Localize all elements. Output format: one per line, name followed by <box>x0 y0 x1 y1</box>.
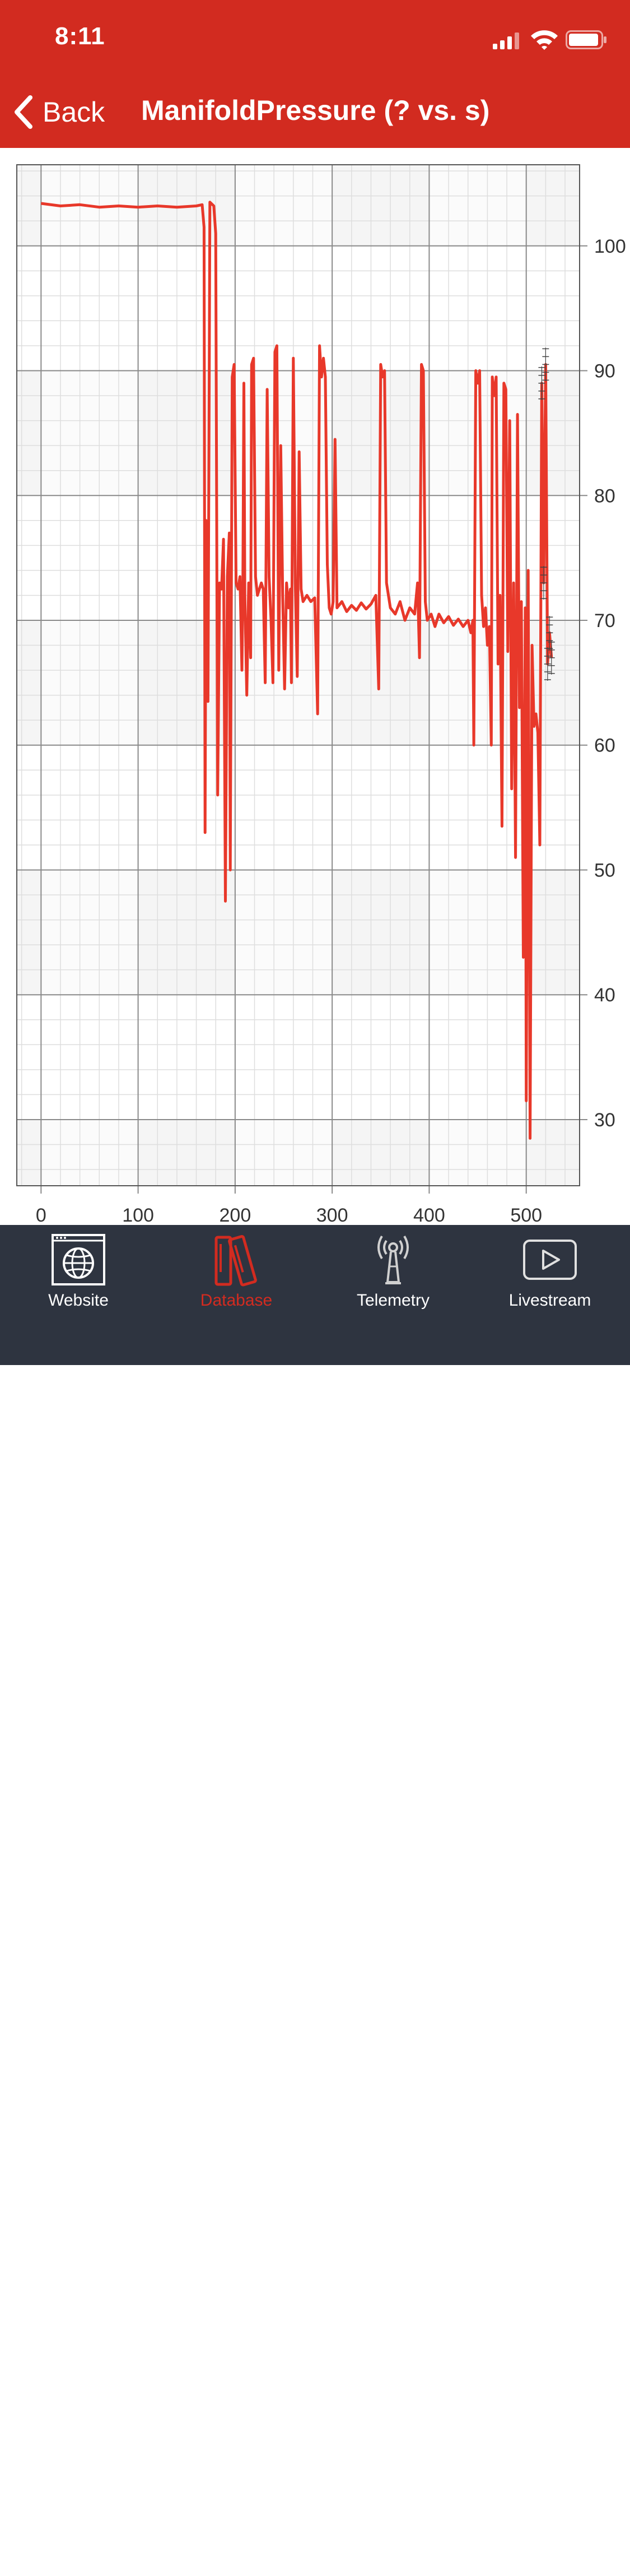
y-axis: 30 40 50 60 70 80 90 100 <box>594 236 626 1131</box>
app-header: 8:11 Back ManifoldPressure (? vs. s) <box>0 0 630 148</box>
chevron-left-icon <box>15 95 32 129</box>
database-icon <box>214 1234 257 1287</box>
play-icon <box>523 1240 577 1280</box>
live-data-markers <box>538 347 555 681</box>
tab-telemetry[interactable]: Telemetry <box>337 1233 449 1317</box>
wifi-icon <box>531 30 558 50</box>
status-time: 8:11 <box>55 22 105 50</box>
chart-area[interactable]: 0 100 200 300 400 500 30 40 50 60 70 80 90 100 <box>0 148 630 1226</box>
globe-icon <box>52 1234 105 1285</box>
tab-label: Livestream <box>508 1291 591 1310</box>
plot-band <box>41 165 138 1186</box>
tab-livestream[interactable]: Livestream <box>494 1233 606 1317</box>
x-tick-label: 500 <box>510 1205 542 1225</box>
y-tick-label: 50 <box>594 860 615 881</box>
y-tick-label: 90 <box>594 361 615 382</box>
major-grid <box>17 165 587 1194</box>
tab-database[interactable]: Database <box>180 1233 292 1317</box>
x-tick-label: 100 <box>122 1205 154 1225</box>
antenna-icon <box>377 1235 409 1284</box>
home-indicator <box>203 2568 427 2576</box>
tab-label: Database <box>200 1291 273 1310</box>
tab-bar: Website Database Telemetry Livestream <box>0 1225 630 2576</box>
cellular-signal-icon <box>493 33 519 49</box>
minor-grid <box>17 165 580 1186</box>
plot-frame <box>16 164 580 1186</box>
x-tick-label: 0 <box>36 1205 46 1225</box>
battery-icon <box>566 30 606 49</box>
back-button[interactable]: Back <box>12 90 105 134</box>
y-tick-label: 40 <box>594 985 615 1006</box>
y-tick-label: 80 <box>594 485 615 507</box>
y-tick-label: 70 <box>594 610 615 632</box>
series-line <box>40 201 553 1140</box>
x-tick-label: 300 <box>316 1205 348 1225</box>
tab-label: Website <box>48 1291 109 1310</box>
tab-label: Telemetry <box>356 1291 430 1310</box>
manifold-pressure-chart[interactable]: 0 100 200 300 400 500 30 40 50 60 70 80 90 100 <box>0 148 630 1226</box>
tab-website[interactable]: Website <box>22 1233 134 1317</box>
x-tick-label: 400 <box>413 1205 445 1225</box>
x-axis: 0 100 200 300 400 500 <box>36 1205 542 1226</box>
y-tick-label: 30 <box>594 1110 615 1131</box>
back-label: Back <box>43 96 105 128</box>
y-tick-label: 60 <box>594 735 615 756</box>
x-tick-label: 200 <box>220 1205 251 1225</box>
y-tick-label: 100 <box>594 236 626 257</box>
page-title: ManifoldPressure (? vs. s) <box>141 95 490 126</box>
